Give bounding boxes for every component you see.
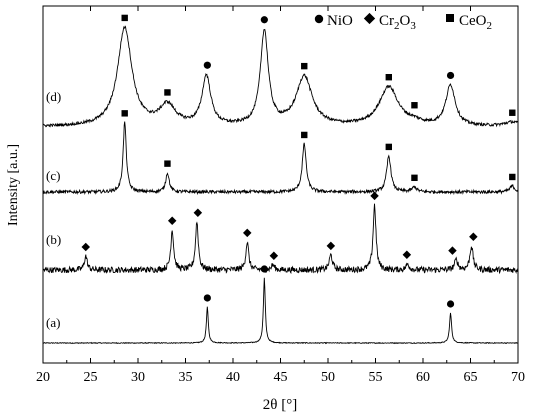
legend-marker-diamond [363, 12, 376, 25]
marker-ceo2 [509, 109, 516, 116]
x-tick-label: 25 [84, 370, 98, 385]
x-tick-label: 35 [179, 370, 193, 385]
marker-cr2o3 [167, 216, 177, 225]
series-label: (d) [46, 89, 61, 104]
legend: NiO Cr2O3 CeO2 [314, 12, 492, 32]
marker-ceo2 [121, 14, 128, 22]
series-label: (c) [46, 168, 60, 183]
series-line [42, 203, 519, 275]
marker-cr2o3 [469, 232, 478, 242]
legend-marker-circle [314, 14, 324, 24]
marker-ceo2 [301, 62, 308, 70]
x-tick-label: 55 [369, 370, 383, 385]
series-labels: (a) (b) (c) (d) [46, 89, 61, 330]
x-axis-tick-labels: 20 25 30 35 40 45 50 55 60 65 70 [36, 370, 525, 385]
series-traces [42, 25, 519, 345]
x-tick-label: 65 [464, 370, 478, 385]
marker-ceo2 [164, 160, 171, 167]
marker-cr2o3 [193, 208, 203, 218]
marker-cr2o3 [448, 246, 457, 255]
plot-frame [42, 5, 519, 364]
marker-nio [203, 294, 211, 302]
x-tick-label: 20 [36, 370, 50, 385]
x-tick-label: 70 [511, 370, 525, 385]
legend-marker-square [446, 14, 454, 22]
series-line [42, 121, 519, 196]
marker-ceo2 [509, 173, 516, 181]
marker-ceo2 [301, 131, 308, 139]
legend-label-nio: NiO [327, 13, 353, 29]
marker-cr2o3 [243, 228, 252, 238]
marker-nio [260, 265, 268, 273]
x-tick-label: 45 [274, 370, 288, 385]
marker-nio [446, 300, 455, 308]
legend-label-cr2o3: Cr2O3 [379, 13, 416, 32]
marker-ceo2 [121, 110, 128, 117]
x-tick-label: 60 [416, 370, 430, 385]
marker-ceo2 [411, 102, 418, 109]
series-label: (a) [46, 315, 60, 330]
marker-nio [446, 71, 455, 80]
marker-nio [260, 16, 268, 24]
legend-label-ceo2: CeO2 [459, 13, 492, 32]
marker-cr2o3 [269, 251, 279, 261]
marker-ceo2 [385, 143, 392, 151]
x-axis-label: 2θ [°] [263, 397, 297, 413]
marker-ceo2 [164, 89, 171, 96]
x-tick-label: 30 [131, 370, 145, 385]
marker-cr2o3 [370, 191, 379, 201]
marker-ceo2 [411, 174, 418, 182]
marker-cr2o3 [81, 242, 90, 252]
marker-cr2o3 [326, 241, 336, 251]
x-tick-label: 40 [226, 370, 240, 385]
series-line [42, 25, 519, 128]
x-axis-ticks [42, 6, 519, 363]
marker-cr2o3 [402, 250, 412, 260]
marker-ceo2 [385, 73, 392, 81]
series-label: (b) [46, 232, 61, 247]
x-tick-label: 50 [321, 370, 335, 385]
peak-markers [81, 14, 516, 308]
marker-nio [203, 61, 211, 69]
y-axis-label: Intensity [a.u.] [6, 144, 21, 226]
series-line [42, 277, 519, 345]
